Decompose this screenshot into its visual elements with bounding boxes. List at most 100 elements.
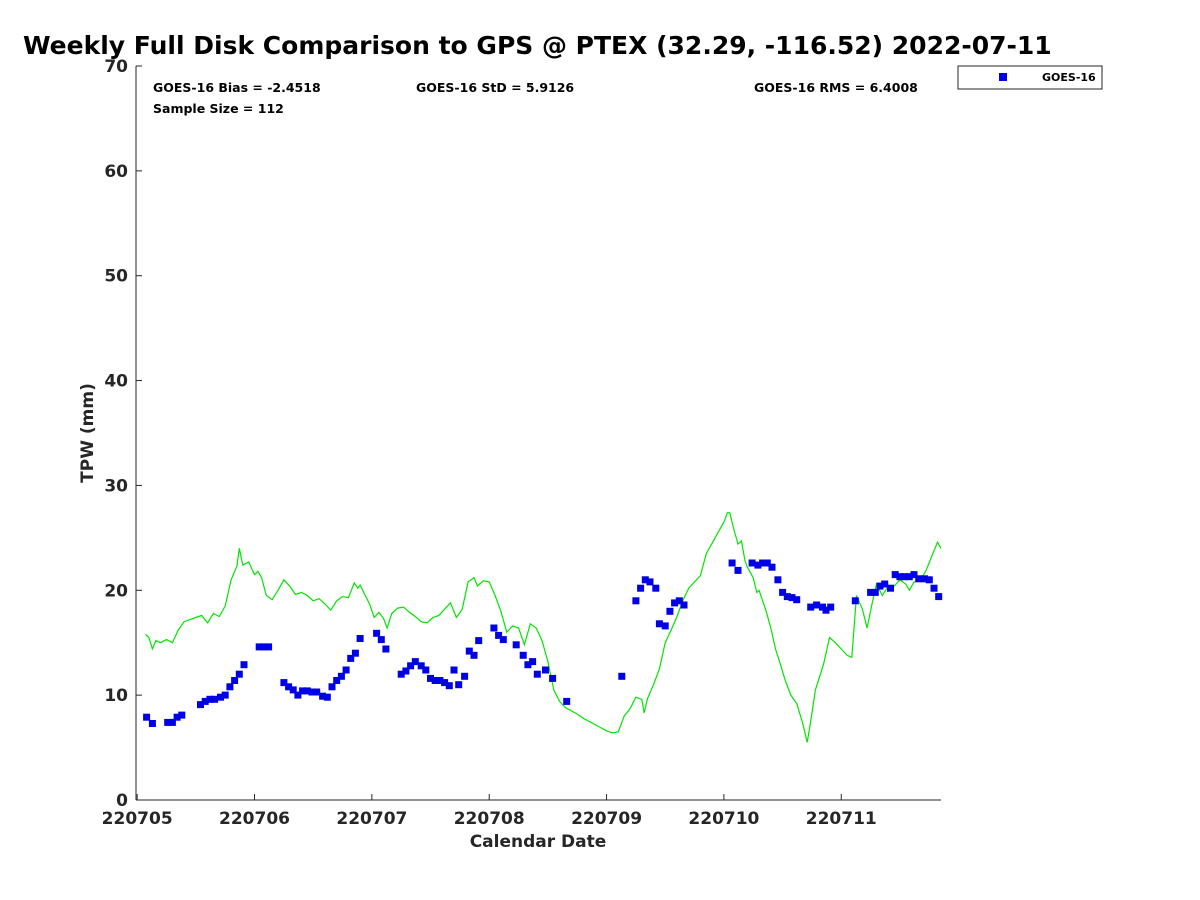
goes-16-point [655,620,663,628]
goes-16-point [289,686,297,694]
goes-16-point [323,693,331,701]
goes-16-point [226,683,234,691]
goes-16-point [143,713,151,721]
goes-16-point [524,661,532,669]
goes-16-point [217,693,224,701]
goes-16-point [221,691,229,699]
goes-16-series [143,559,943,727]
goes-16-point [240,661,248,669]
goes-16-point [333,677,341,684]
x-axis-label: Calendar Date [470,832,607,852]
goes-16-point [397,670,405,678]
goes-16-point [759,559,767,567]
goes-16-point [881,580,889,588]
goes-16-point [876,582,884,590]
goes-16-point [206,695,214,703]
goes-16-point [231,677,239,684]
goes-16-point [255,643,263,651]
goes-16-point [734,566,742,574]
bias-stat: GOES-16 Bias = -2.4518 [153,80,321,95]
goes-16-point [680,601,688,609]
goes-16-point [632,597,640,605]
goes-16-point [265,643,273,651]
goes-16-point [411,658,419,666]
gps-line [144,512,942,743]
goes-16-point [499,636,507,644]
goes-16-point [377,636,385,644]
x-tick-label: 220706 [219,809,290,829]
y-tick-label: 0 [116,791,128,811]
goes-16-point [431,677,439,684]
goes-16-point [470,651,478,659]
goes-16-point [280,679,288,687]
goes-16-point [827,603,835,611]
goes-16-point [173,713,181,721]
goes-16-point [313,688,321,696]
goes-16-point [935,593,943,601]
goes-16-point [260,643,268,651]
goes-16-point [519,651,527,659]
legend-label: GOES-16 [1042,71,1096,84]
goes-16-point [930,584,938,592]
x-tick-label: 220710 [688,809,759,829]
goes-16-point [303,687,311,695]
goes-16-point [356,635,364,642]
goes-16-point [748,559,756,567]
goes-16-point [475,637,483,645]
x-tick-label: 220708 [454,809,525,829]
goes-16-point [915,575,923,583]
goes-16-point [793,596,801,604]
axis-ticks: 0 10 20 30 40 50 60 70 220705 220706 220707 220708 2… [102,57,877,829]
y-tick-label: 10 [104,686,128,706]
goes-16-point [646,578,654,586]
goes-16-point [671,599,679,607]
goes-16-point [851,597,859,605]
x-tick-label: 220709 [571,809,642,829]
goes-16-point [925,576,933,584]
goes-16-point [178,711,186,719]
chart-title: Weekly Full Disk Comparison to GPS @ PTE… [23,31,1052,60]
goes-16-point [549,674,557,682]
goes-16-point [783,593,791,601]
goes-16-point [422,666,430,674]
goes-16-point [901,573,909,581]
goes-16-point [512,641,520,649]
goes-16-point [813,601,821,609]
goes-16-point [887,584,894,592]
goes-16-point [465,647,473,655]
y-axis-label: TPW (mm) [78,383,98,483]
y-tick-label: 20 [104,581,128,601]
goes-16-point [822,606,830,614]
goes-16-point [285,683,293,691]
goes-16-point [563,697,571,705]
goes-16-point [328,683,336,691]
goes-16-point [763,559,771,567]
goes-16-point [891,571,899,579]
goes-16-point [382,645,390,653]
goes-16-point [427,674,434,682]
goes-16-point [201,697,209,705]
goes-16-point [445,682,453,690]
goes-16-point [164,718,172,726]
goes-16-point [652,584,660,592]
goes-16-point [774,576,782,584]
sample-size-stat: Sample Size = 112 [153,101,284,116]
goes-16-point [373,629,381,637]
goes-16-point [455,681,463,689]
goes-16-point [910,571,918,579]
goes-16-point [495,631,503,639]
goes-16-point [461,672,469,680]
goes-16-point [675,597,683,605]
goes-16-point [871,588,879,596]
x-tick-label: 220707 [336,809,407,829]
goes-16-point [417,662,425,670]
goes-16-point [197,701,204,709]
y-tick-label: 50 [104,267,128,287]
goes-16-point [342,666,350,674]
goes-16-point [641,576,649,584]
plot-area: 0 10 20 30 40 50 60 70 220705 220706 220707 220708 2… [102,57,943,829]
goes-16-point [661,622,669,630]
goes-16-point [788,594,796,602]
goes-16-point [754,561,762,569]
